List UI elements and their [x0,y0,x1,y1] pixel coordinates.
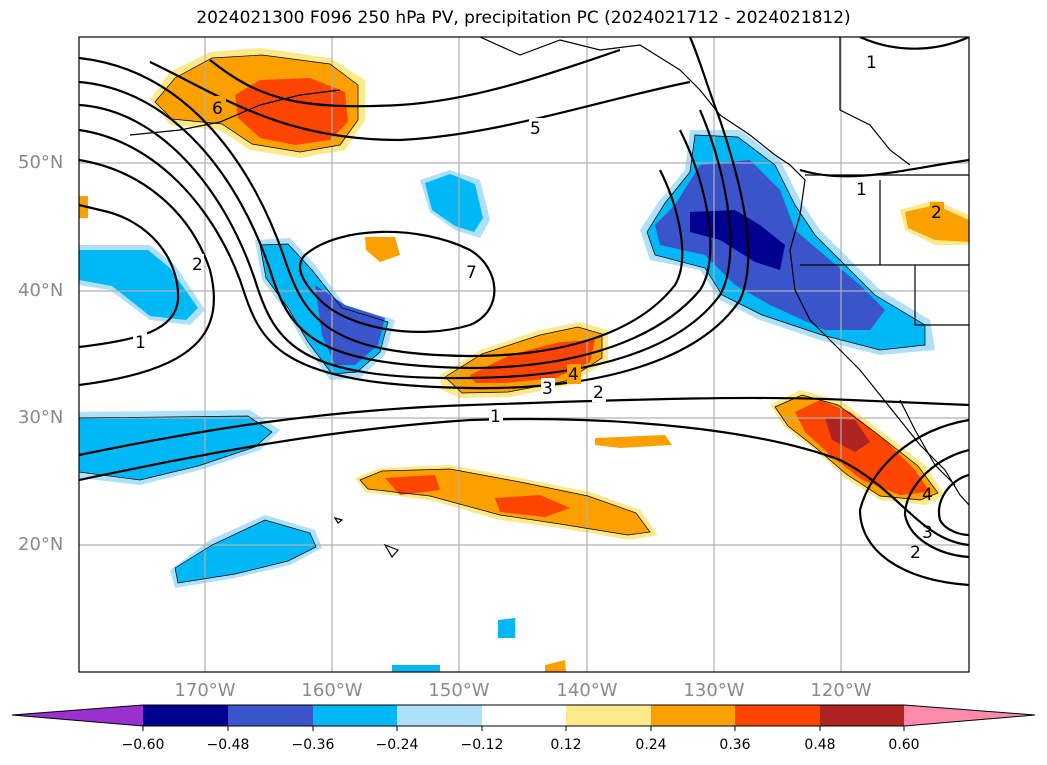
lat-label-50n: 50°N [18,152,64,173]
contour-labels: 6 5 1 1 2 1 7 4 3 2 1 2 4 3 2 [133,52,944,563]
pv-label-1-coast: 1 [856,180,867,200]
colorbar-tick: −0.24 [375,737,419,753]
colorbar-extend-low [12,705,143,726]
colorbar [11,704,1036,731]
pv-contours [79,37,969,587]
pv-label-2-west: 2 [192,255,203,275]
lon-label-120w: 120°W [810,680,872,701]
lat-label-20n: 20°N [18,534,64,555]
pv-label-3-east: 3 [922,523,933,543]
colorbar-tick: 0.36 [719,737,751,753]
colorbar-tick: −0.48 [206,737,250,753]
colorbar-tick: −0.36 [291,737,335,753]
colorbar-tick: 0.60 [888,737,920,753]
lon-label-160w: 160°W [301,680,363,701]
colorbar-tick: 0.12 [550,737,582,753]
pv-label-1-west: 1 [135,333,146,353]
pv-label-4: 4 [568,365,579,385]
pv-label-1-north: 1 [866,53,877,73]
lon-label-140w: 140°W [556,680,618,701]
pv-label-2: 2 [593,383,604,403]
precip-shading [79,48,969,672]
pv-label-2-east: 2 [931,203,942,223]
pv-label-6: 6 [212,99,223,119]
pv-label-5: 5 [530,119,541,139]
pv-label-2-south: 2 [910,543,921,563]
colorbar-tick: 0.48 [804,737,836,753]
pv-label-4-east: 4 [922,485,933,505]
lon-label-150w: 150°W [428,680,490,701]
colorbar-tick: −0.12 [460,737,504,753]
pv-label-7: 7 [466,263,477,283]
lon-label-170w: 170°W [174,680,236,701]
pv-label-1: 1 [490,407,501,427]
colorbar-tick: 0.24 [635,737,667,753]
colorbar-tick: −0.60 [121,737,165,753]
map-title: 2024021300 F096 250 hPa PV, precipitatio… [196,8,851,28]
lat-label-30n: 30°N [18,407,64,428]
lat-label-40n: 40°N [18,280,64,301]
lon-label-130w: 130°W [683,680,745,701]
colorbar-extend-high [904,705,1035,726]
pv-label-3: 3 [542,379,553,399]
precip-outlines [79,54,939,584]
map-frame [78,36,970,673]
graticule [79,37,969,672]
